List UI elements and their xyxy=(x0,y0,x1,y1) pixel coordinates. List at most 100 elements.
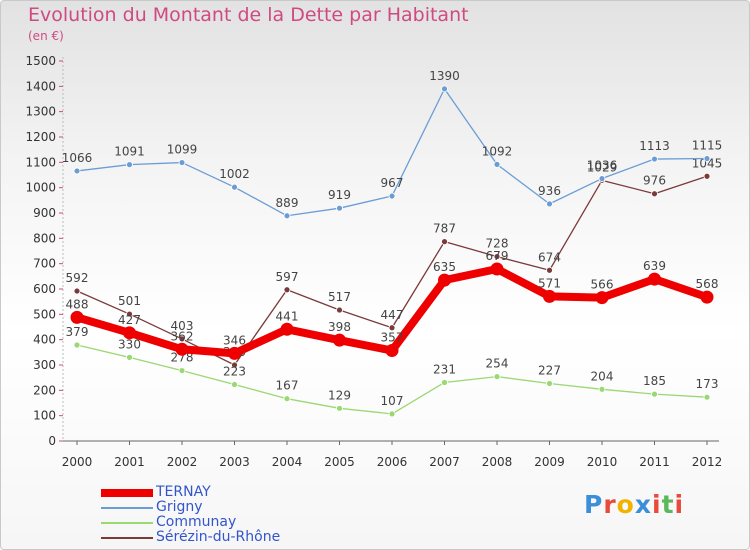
data-point xyxy=(438,273,451,287)
data-point xyxy=(490,262,504,276)
y-tick-label: 100 xyxy=(33,409,56,423)
data-point xyxy=(178,159,186,166)
data-label: 1045 xyxy=(692,156,723,170)
logo-letter: i xyxy=(674,490,685,519)
chart-title: Evolution du Montant de la Dette par Hab… xyxy=(28,4,469,26)
data-point xyxy=(123,326,136,340)
data-point xyxy=(73,341,81,349)
data-label: 679 xyxy=(486,249,509,263)
x-tick-label: 2010 xyxy=(587,455,618,469)
legend-item: TERNAY xyxy=(101,484,341,500)
data-point xyxy=(441,85,448,93)
x-tick-label: 2000 xyxy=(62,455,93,469)
data-label: 330 xyxy=(118,337,141,351)
data-label: 1390 xyxy=(429,69,460,83)
y-tick-label: 1500 xyxy=(25,54,56,68)
x-tick-label: 2006 xyxy=(377,455,408,469)
y-tick-label: 800 xyxy=(33,231,56,245)
data-label: 403 xyxy=(171,319,194,333)
legend-swatch xyxy=(101,522,153,524)
logo-letter: P xyxy=(584,490,604,519)
data-label: 517 xyxy=(328,290,351,304)
data-point xyxy=(283,212,291,220)
data-point xyxy=(546,266,553,274)
data-label: 362 xyxy=(171,329,194,343)
data-point xyxy=(441,379,448,386)
data-point xyxy=(651,390,658,398)
data-label: 592 xyxy=(66,271,89,285)
data-label: 1029 xyxy=(587,160,618,174)
data-point xyxy=(385,344,399,358)
data-label: 1002 xyxy=(219,167,250,181)
data-point xyxy=(126,353,133,361)
data-point xyxy=(543,289,556,303)
data-point xyxy=(651,190,658,198)
data-point xyxy=(336,306,343,314)
data-label: 501 xyxy=(118,294,141,308)
data-point xyxy=(441,238,448,246)
data-point xyxy=(73,287,81,295)
data-point xyxy=(126,310,133,318)
data-label: 488 xyxy=(66,297,89,311)
data-label: 185 xyxy=(643,374,666,388)
data-label: 231 xyxy=(433,362,456,376)
data-point xyxy=(595,291,609,305)
data-point xyxy=(700,290,714,304)
data-label: 635 xyxy=(433,260,456,274)
x-tick-label: 2003 xyxy=(219,455,250,469)
data-point xyxy=(703,172,711,180)
data-label: 1115 xyxy=(692,139,723,153)
data-point xyxy=(703,155,711,162)
data-point xyxy=(283,395,291,403)
data-point xyxy=(388,192,396,200)
y-tick-label: 600 xyxy=(33,282,56,296)
y-tick-label: 1000 xyxy=(25,181,56,195)
y-tick-label: 900 xyxy=(33,206,56,220)
data-point xyxy=(231,183,238,191)
y-tick-label: 1400 xyxy=(25,79,56,93)
legend-item: Grigny xyxy=(101,499,341,515)
y-tick-label: 700 xyxy=(33,257,56,271)
chart-legend: TERNAY Grigny Communay Sérézin-du-Rhône xyxy=(101,484,341,545)
data-point xyxy=(388,324,396,332)
data-point xyxy=(493,160,501,168)
data-point xyxy=(228,346,241,360)
data-label: 936 xyxy=(538,184,561,198)
data-label: 167 xyxy=(276,379,299,393)
data-label: 129 xyxy=(328,388,351,402)
legend-item: Communay xyxy=(101,514,341,530)
data-label: 1099 xyxy=(167,143,198,157)
data-label: 223 xyxy=(223,365,246,379)
data-point xyxy=(73,167,81,175)
y-tick-label: 1200 xyxy=(25,130,56,144)
data-label: 346 xyxy=(223,333,246,347)
data-point xyxy=(388,410,396,418)
legend-label: TERNAY xyxy=(156,484,211,500)
x-tick-label: 2007 xyxy=(429,455,460,469)
data-point xyxy=(175,342,189,356)
data-label: 254 xyxy=(486,357,509,371)
data-label: 919 xyxy=(328,188,351,202)
y-tick-label: 200 xyxy=(33,383,56,397)
data-point xyxy=(648,272,661,286)
y-tick-label: 500 xyxy=(33,307,56,321)
data-label: 204 xyxy=(591,369,614,383)
data-label: 278 xyxy=(171,351,194,365)
data-label: 357 xyxy=(381,331,404,345)
legend-label: Sérézin-du-Rhône xyxy=(156,529,281,545)
data-point xyxy=(333,333,346,347)
logo-letter: o xyxy=(616,490,635,519)
data-point xyxy=(126,161,133,169)
data-label: 1113 xyxy=(639,139,670,153)
data-label: 227 xyxy=(538,363,561,377)
y-tick-label: 400 xyxy=(33,333,56,347)
data-label: 427 xyxy=(118,313,141,327)
y-tick-label: 300 xyxy=(33,358,56,372)
data-label: 379 xyxy=(66,325,89,339)
data-point xyxy=(336,204,343,212)
data-label: 674 xyxy=(538,250,561,264)
y-tick-label: 0 xyxy=(48,434,56,448)
data-point xyxy=(178,367,186,374)
x-tick-label: 2004 xyxy=(272,455,303,469)
